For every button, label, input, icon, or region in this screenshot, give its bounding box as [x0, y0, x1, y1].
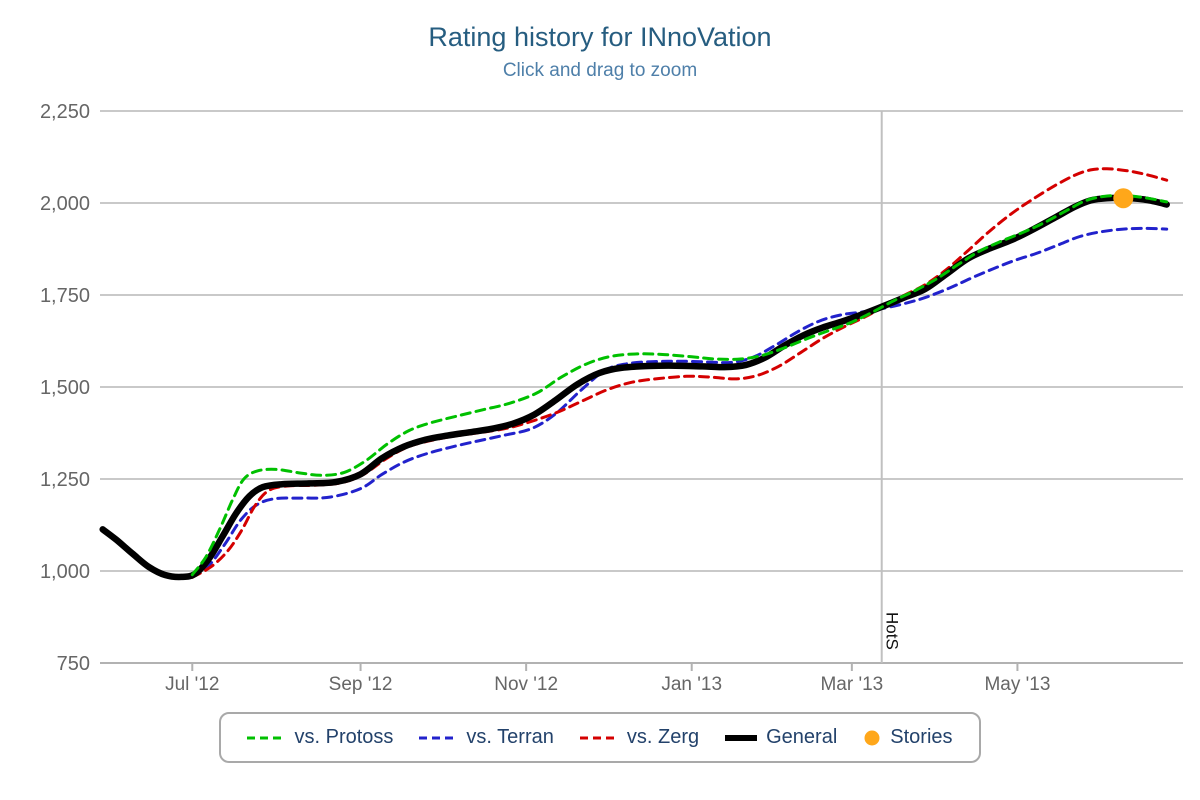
y-axis-label: 750	[57, 653, 90, 675]
y-axis-label: 1,000	[40, 561, 90, 583]
legend-label: Stories	[890, 726, 953, 748]
y-axis-label: 1,250	[40, 469, 90, 491]
plot-area[interactable]: 750 1,000 1,250 1,500 1,750 2,000 2,250 Jul '12…	[0, 0, 1200, 708]
x-axis-label: Jan '13	[661, 674, 722, 695]
y-axis-label: 1,500	[40, 377, 90, 399]
legend-dash-icon	[247, 736, 286, 739]
legend-item-vs-zerg: vs. Zerg	[579, 726, 700, 749]
x-axis-label: May '13	[984, 674, 1050, 695]
x-axis-label: Mar '13	[820, 674, 883, 695]
legend-dash-icon	[579, 736, 618, 739]
series-vs-terran	[190, 226, 1169, 578]
legend-label: vs. Terran	[466, 726, 554, 748]
series-vs-protoss	[190, 193, 1169, 577]
legend-label: General	[766, 726, 838, 748]
legend-label: vs. Protoss	[294, 726, 394, 748]
legend-box: vs. Protoss vs. Terran vs. Zerg General Stor…	[219, 712, 981, 763]
legend-solid-line-icon	[725, 734, 758, 741]
legend-marker-icon	[864, 730, 880, 745]
series-general	[99, 194, 1170, 581]
legend-item-stories: Stories	[863, 726, 953, 749]
legend: vs. Protoss vs. Terran vs. Zerg General Stor…	[0, 712, 1200, 763]
chart-title: Rating history for INnoVation	[428, 22, 772, 52]
y-axis-label: 1,750	[40, 285, 90, 307]
y-axis-label: 2,250	[40, 101, 90, 123]
chart-subtitle: Click and drag to zoom	[502, 60, 698, 81]
legend-dash-icon	[419, 736, 458, 739]
legend-item-general: General	[725, 726, 837, 749]
series-vs-zerg	[190, 167, 1169, 579]
legend-label: vs. Zerg	[626, 726, 700, 748]
stories-marker	[1113, 188, 1134, 209]
x-axis-label: Nov '12	[494, 674, 558, 695]
y-axis-label: 2,000	[40, 193, 90, 215]
legend-item-vs-protoss: vs. Protoss	[247, 726, 393, 749]
hots-plotline-label: HotS	[883, 612, 902, 650]
x-axis-label: Sep '12	[329, 674, 393, 695]
x-axis-label: Jul '12	[165, 674, 219, 695]
legend-item-vs-terran: vs. Terran	[419, 726, 554, 749]
